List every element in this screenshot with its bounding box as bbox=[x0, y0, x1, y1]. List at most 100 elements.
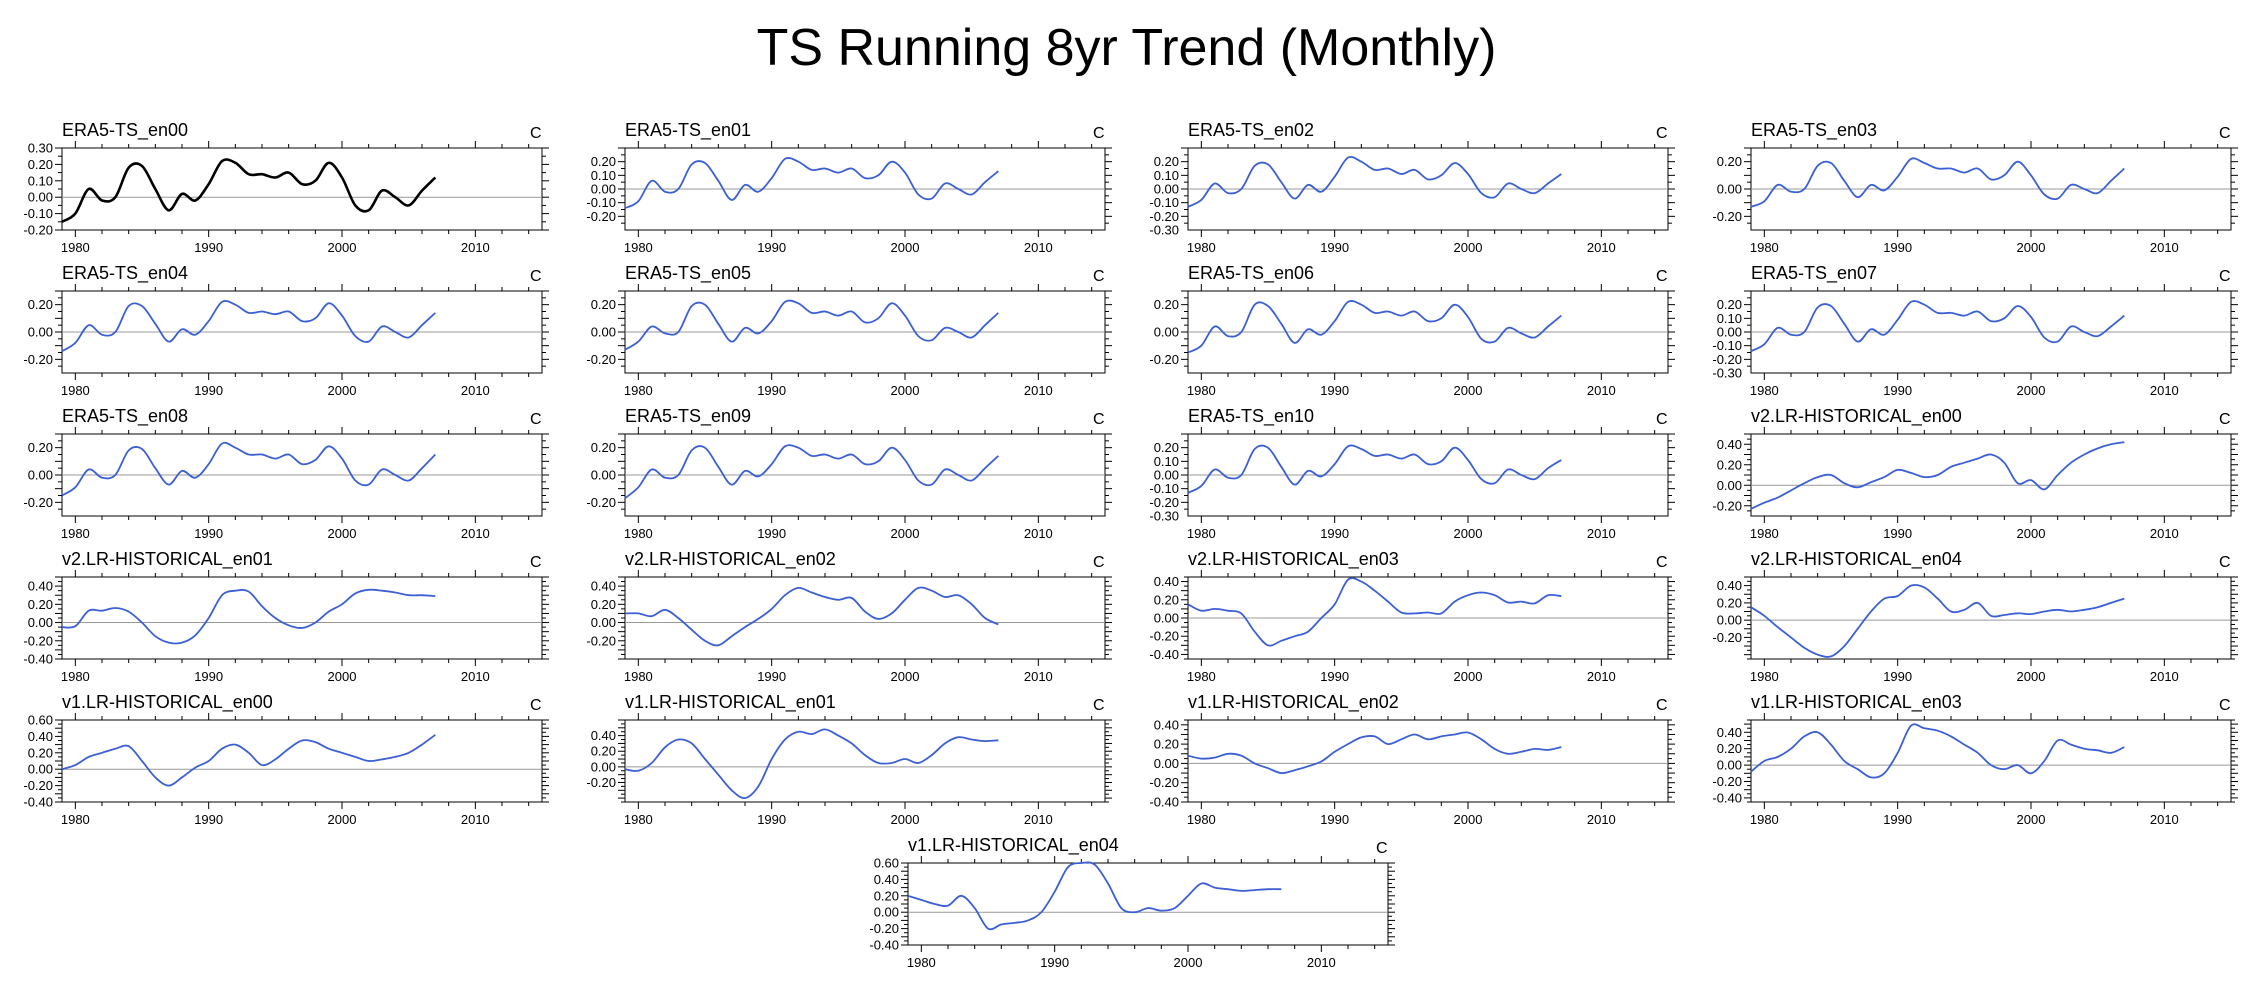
x-tick-label: 2000 bbox=[891, 240, 920, 255]
x-tick-label: 1980 bbox=[1187, 669, 1216, 684]
panel-15: v2.LR-HISTORICAL_en04 C 1980 1990 2000 2010 0.… bbox=[1712, 549, 2238, 684]
y-tick-label: -0.20 bbox=[1149, 629, 1179, 644]
x-tick-label: 1980 bbox=[624, 526, 653, 541]
x-tick-label: 1980 bbox=[624, 383, 653, 398]
y-tick-label: 0.10 bbox=[1154, 168, 1179, 183]
y-tick-label: 0.00 bbox=[591, 182, 616, 197]
x-tick-label: 1980 bbox=[1750, 383, 1779, 398]
x-tick-label: 2000 bbox=[328, 669, 357, 684]
x-tick-label: 2000 bbox=[328, 812, 357, 827]
x-tick-label: 1990 bbox=[1883, 526, 1912, 541]
x-tick-label: 1980 bbox=[61, 526, 90, 541]
y-tick-label: 0.20 bbox=[591, 597, 616, 612]
y-tick-label: 0.00 bbox=[1717, 758, 1742, 773]
series-line bbox=[1750, 584, 2125, 658]
x-tick-label: 2000 bbox=[2017, 669, 2046, 684]
panel-frame bbox=[61, 147, 543, 231]
series-line bbox=[624, 157, 999, 209]
panel-18: v1.LR-HISTORICAL_en02 C 1980 1990 2000 2010 0.… bbox=[1149, 692, 1675, 827]
y-tick-label: -0.20 bbox=[23, 778, 53, 793]
panel-unit: C bbox=[2219, 411, 2231, 428]
y-tick-label: 0.40 bbox=[874, 872, 899, 887]
panel-title: ERA5-TS_en01 bbox=[625, 120, 751, 141]
panel-unit: C bbox=[1656, 697, 1668, 714]
panel-13: v2.LR-HISTORICAL_en02 C 1980 1990 2000 2010 0.… bbox=[586, 549, 1112, 684]
x-tick-label: 1990 bbox=[1040, 955, 1069, 970]
x-tick-label: 2000 bbox=[891, 383, 920, 398]
x-tick-label: 1980 bbox=[624, 669, 653, 684]
panel-title: v1.LR-HISTORICAL_en01 bbox=[625, 692, 836, 713]
y-tick-label: -0.20 bbox=[586, 633, 616, 648]
x-tick-label: 2010 bbox=[461, 526, 490, 541]
series-line bbox=[61, 158, 437, 223]
y-tick-label: -0.10 bbox=[23, 206, 53, 221]
panel-unit: C bbox=[530, 554, 542, 571]
x-tick-label: 1990 bbox=[194, 240, 223, 255]
panel-9: ERA5-TS_en09 C 1980 1990 2000 2010 0.20 0.00 -0.… bbox=[586, 406, 1112, 541]
series-line bbox=[61, 300, 436, 352]
panel-unit: C bbox=[2219, 697, 2231, 714]
series-line bbox=[61, 734, 436, 787]
panel-title: ERA5-TS_en05 bbox=[625, 263, 751, 284]
x-tick-label: 1990 bbox=[757, 240, 786, 255]
panel-frame bbox=[1750, 576, 2232, 660]
x-tick-label: 2010 bbox=[1307, 955, 1336, 970]
panel-title: v1.LR-HISTORICAL_en02 bbox=[1188, 692, 1399, 713]
y-tick-label: 0.00 bbox=[1717, 613, 1742, 628]
x-tick-label: 1980 bbox=[1750, 669, 1779, 684]
y-tick-label: -0.20 bbox=[1712, 498, 1742, 513]
y-tick-label: -0.40 bbox=[1712, 790, 1742, 805]
y-tick-label: 0.40 bbox=[1154, 717, 1179, 732]
series-line bbox=[624, 299, 999, 351]
y-tick-label: 0.10 bbox=[591, 168, 616, 183]
y-tick-label: -0.20 bbox=[1149, 352, 1179, 367]
x-tick-label: 2010 bbox=[1024, 669, 1053, 684]
y-tick-label: 0.20 bbox=[1154, 154, 1179, 169]
x-tick-label: 2000 bbox=[891, 812, 920, 827]
x-tick-label: 1980 bbox=[1187, 526, 1216, 541]
panel-16: v1.LR-HISTORICAL_en00 C 1980 1990 2000 2010 0.… bbox=[23, 692, 549, 827]
panel-5: ERA5-TS_en05 C 1980 1990 2000 2010 0.20 0.00 -0.… bbox=[586, 263, 1112, 398]
x-tick-label: 2000 bbox=[2017, 383, 2046, 398]
x-tick-label: 1990 bbox=[1883, 812, 1912, 827]
x-tick-label: 2010 bbox=[2150, 669, 2179, 684]
panel-unit: C bbox=[1376, 840, 1388, 857]
x-tick-label: 1980 bbox=[1750, 526, 1779, 541]
x-tick-label: 1980 bbox=[624, 812, 653, 827]
panel-frame bbox=[624, 719, 1106, 803]
x-tick-label: 2010 bbox=[461, 669, 490, 684]
series-line bbox=[61, 441, 436, 497]
y-tick-label: -0.10 bbox=[1712, 338, 1742, 353]
series-line bbox=[1187, 731, 1562, 775]
series-line bbox=[1187, 577, 1562, 647]
panel-title: v1.LR-HISTORICAL_en04 bbox=[908, 835, 1119, 856]
panel-frame bbox=[624, 576, 1106, 660]
y-tick-label: -0.20 bbox=[586, 775, 616, 790]
y-tick-label: 0.20 bbox=[1717, 154, 1742, 169]
y-tick-label: 0.20 bbox=[28, 597, 53, 612]
x-tick-label: 2010 bbox=[1587, 812, 1616, 827]
figure-title: TS Running 8yr Trend (Monthly) bbox=[756, 19, 1497, 77]
panel-title: ERA5-TS_en06 bbox=[1188, 263, 1314, 284]
y-tick-label: 0.10 bbox=[1154, 454, 1179, 469]
panel-unit: C bbox=[1093, 411, 1105, 428]
series-line bbox=[1187, 300, 1562, 354]
x-tick-label: 2000 bbox=[1454, 383, 1483, 398]
y-tick-label: 0.20 bbox=[1154, 737, 1179, 752]
x-tick-label: 1990 bbox=[757, 526, 786, 541]
panel-3: ERA5-TS_en03 C 1980 1990 2000 2010 0.20 0.00 -0.… bbox=[1712, 120, 2238, 255]
panel-unit: C bbox=[530, 697, 542, 714]
panel-unit: C bbox=[1093, 268, 1105, 285]
x-tick-label: 1990 bbox=[194, 812, 223, 827]
panel-title: ERA5-TS_en00 bbox=[62, 120, 188, 141]
y-tick-label: 0.00 bbox=[28, 615, 53, 630]
panel-20: v1.LR-HISTORICAL_en04 C 1980 1990 2000 2010 0.… bbox=[869, 835, 1395, 970]
panel-19: v1.LR-HISTORICAL_en03 C 1980 1990 2000 2010 0.… bbox=[1712, 692, 2238, 827]
y-tick-label: -0.20 bbox=[23, 223, 53, 238]
y-tick-label: -0.10 bbox=[1149, 195, 1179, 210]
x-tick-label: 1980 bbox=[61, 812, 90, 827]
x-tick-label: 1990 bbox=[757, 383, 786, 398]
y-tick-label: -0.20 bbox=[1149, 209, 1179, 224]
y-tick-label: 0.00 bbox=[28, 468, 53, 483]
panel-title: v2.LR-HISTORICAL_en00 bbox=[1751, 406, 1962, 427]
